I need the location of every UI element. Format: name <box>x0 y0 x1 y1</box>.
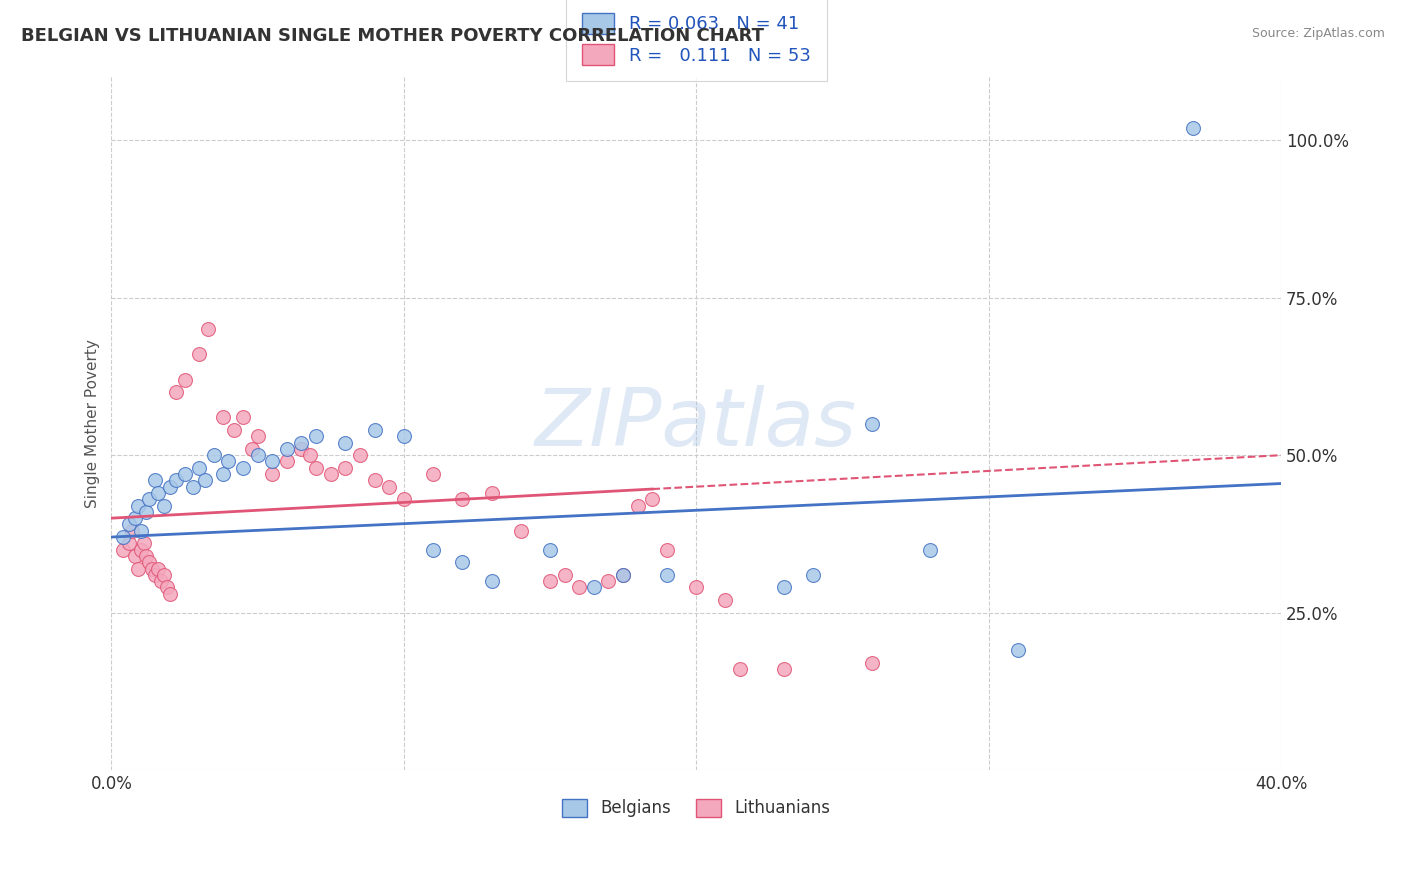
Y-axis label: Single Mother Poverty: Single Mother Poverty <box>86 339 100 508</box>
Point <box>246 448 269 462</box>
Point <box>127 499 149 513</box>
Point <box>1182 120 1205 135</box>
Point <box>349 448 371 462</box>
Point <box>124 511 146 525</box>
Point <box>148 561 170 575</box>
Point <box>920 542 942 557</box>
Point <box>141 561 163 575</box>
Point <box>118 536 141 550</box>
Point <box>153 567 176 582</box>
Point <box>124 549 146 563</box>
Point <box>773 662 796 676</box>
Point <box>135 549 157 563</box>
Point <box>728 662 751 676</box>
Point <box>150 574 173 588</box>
Point <box>655 542 678 557</box>
Point <box>127 561 149 575</box>
Point <box>246 429 269 443</box>
Point <box>335 460 357 475</box>
Point <box>165 474 187 488</box>
Point <box>554 567 576 582</box>
Text: Source: ZipAtlas.com: Source: ZipAtlas.com <box>1251 27 1385 40</box>
Point <box>211 467 233 481</box>
Point <box>232 460 254 475</box>
Point <box>305 460 328 475</box>
Point <box>143 567 166 582</box>
Point <box>801 567 824 582</box>
Point <box>197 322 219 336</box>
Text: BELGIAN VS LITHUANIAN SINGLE MOTHER POVERTY CORRELATION CHART: BELGIAN VS LITHUANIAN SINGLE MOTHER POVE… <box>21 27 763 45</box>
Point <box>714 593 737 607</box>
Point <box>509 524 531 538</box>
Point <box>378 480 401 494</box>
Point <box>363 423 385 437</box>
Point <box>121 524 143 538</box>
Point <box>173 467 195 481</box>
Point <box>112 530 135 544</box>
Point <box>860 417 883 431</box>
Point <box>290 442 312 456</box>
Point <box>568 581 591 595</box>
Point <box>582 581 605 595</box>
Point <box>598 574 620 588</box>
Point <box>481 574 503 588</box>
Point <box>860 656 883 670</box>
Point <box>655 567 678 582</box>
Point <box>422 542 444 557</box>
Point <box>129 542 152 557</box>
Point <box>112 542 135 557</box>
Point <box>188 460 211 475</box>
Point <box>363 474 385 488</box>
Point <box>138 492 160 507</box>
Point <box>276 454 298 468</box>
Point <box>194 474 217 488</box>
Point <box>224 423 246 437</box>
Point <box>612 567 634 582</box>
Point <box>262 454 284 468</box>
Legend: Belgians, Lithuanians: Belgians, Lithuanians <box>555 792 837 824</box>
Point <box>232 410 254 425</box>
Point <box>240 442 263 456</box>
Point <box>392 492 415 507</box>
Point <box>422 467 444 481</box>
Point <box>773 581 796 595</box>
Point <box>290 435 312 450</box>
Point <box>138 555 160 569</box>
Point <box>319 467 342 481</box>
Point <box>202 448 225 462</box>
Point <box>143 474 166 488</box>
Point <box>129 524 152 538</box>
Point <box>118 517 141 532</box>
Point <box>262 467 284 481</box>
Point <box>159 587 181 601</box>
Point <box>612 567 634 582</box>
Point <box>685 581 707 595</box>
Point <box>392 429 415 443</box>
Point <box>181 480 204 494</box>
Point <box>165 385 187 400</box>
Point <box>451 492 474 507</box>
Point <box>148 486 170 500</box>
Point <box>305 429 328 443</box>
Point <box>481 486 503 500</box>
Point <box>641 492 664 507</box>
Point <box>538 574 561 588</box>
Point <box>132 536 155 550</box>
Point <box>188 347 211 361</box>
Point <box>156 581 179 595</box>
Point <box>211 410 233 425</box>
Point <box>538 542 561 557</box>
Text: ZIPatlas: ZIPatlas <box>536 384 858 463</box>
Point <box>159 480 181 494</box>
Point <box>173 373 195 387</box>
Point <box>451 555 474 569</box>
Point <box>1007 643 1029 657</box>
Point <box>217 454 239 468</box>
Point <box>135 505 157 519</box>
Point <box>627 499 650 513</box>
Point <box>153 499 176 513</box>
Point <box>299 448 322 462</box>
Point <box>335 435 357 450</box>
Point <box>276 442 298 456</box>
